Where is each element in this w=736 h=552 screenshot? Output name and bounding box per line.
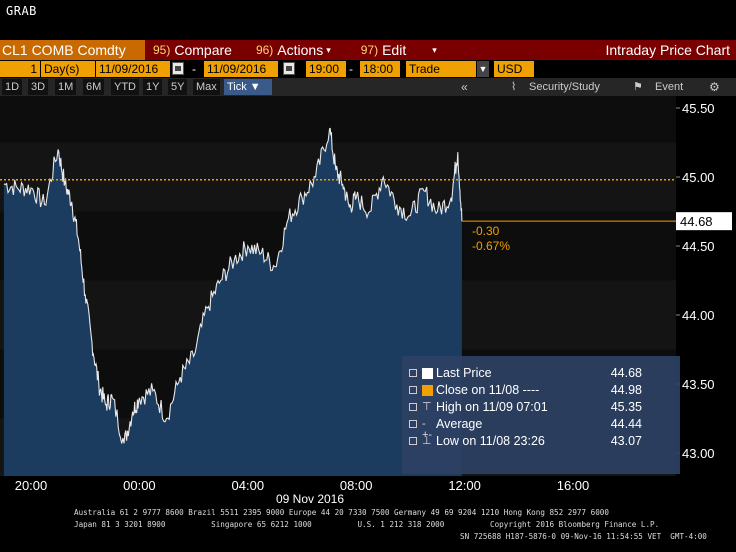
- tick-dropdown[interactable]: Tick ▼: [224, 79, 272, 95]
- actions-button[interactable]: 96) Actions ▾: [248, 40, 331, 60]
- end-time-field[interactable]: 18:00: [360, 61, 400, 77]
- range-1d[interactable]: 1D: [2, 79, 23, 95]
- start-date-field[interactable]: 11/09/2016: [96, 61, 170, 77]
- y-tick-label: 44.00: [682, 308, 715, 323]
- field-select[interactable]: Trade: [406, 61, 476, 77]
- footer-contacts: Australia 61 2 9777 8600 Brazil 5511 239…: [74, 508, 609, 517]
- legend-panel: Last Price 44.68 Close on 11/08 ---- 44.…: [402, 356, 680, 474]
- price-chart[interactable]: 45.50 45.00 44.50 44.00 43.50 43.00 44.68 -0.…: [0, 96, 736, 476]
- event-button[interactable]: Event: [655, 81, 684, 93]
- legend-value: 44.98: [610, 383, 642, 397]
- footer-contacts-2: Japan 81 3 3201 8900 Singapore 65 6212 1…: [74, 520, 660, 529]
- chart-toolbar: 1D 3D 1M 6M YTD 1Y 5Y Max Tick ▼ « ⌇ Sec…: [0, 78, 736, 96]
- range-ytd[interactable]: YTD: [111, 79, 139, 95]
- start-calendar-icon[interactable]: [172, 62, 184, 75]
- footer-serial: SN 725688 H187-5876-0 09-Nov-16 11:54:55…: [460, 532, 707, 541]
- end-date-field[interactable]: 11/09/2016: [204, 61, 278, 77]
- function-titlebar: CL1 COMB Comdty 95) Compare 96) Actions …: [0, 40, 736, 60]
- footer: Australia 61 2 9777 8600 Brazil 5511 239…: [0, 506, 736, 552]
- y-tick-label: 45.00: [682, 170, 715, 185]
- legend-label: Last Price: [436, 366, 492, 380]
- legend-row-low[interactable]: ⊥ Low on 11/08 23:26 43.07: [402, 433, 680, 450]
- legend-value: 44.68: [610, 366, 642, 380]
- range-6m[interactable]: 6M: [83, 79, 105, 95]
- y-tick-label: 43.00: [682, 446, 715, 461]
- currency-field[interactable]: USD: [494, 61, 534, 77]
- start-time-field[interactable]: 19:00: [306, 61, 346, 77]
- legend-value: 43.07: [610, 434, 642, 448]
- legend-label: Low on 11/08 23:26: [436, 434, 545, 448]
- x-tick-label: 04:00: [232, 478, 265, 493]
- actions-label: Actions: [277, 42, 324, 58]
- actions-dropdown-icon: ▾: [326, 45, 331, 55]
- collapse-left-icon[interactable]: «: [461, 80, 468, 94]
- legend-row-average[interactable]: -+- Average 44.44: [402, 416, 680, 441]
- range-1m[interactable]: 1M: [55, 79, 77, 95]
- edit-label: Edit: [382, 42, 407, 58]
- change-value: -0.30: [472, 224, 500, 238]
- price-line: [3, 127, 463, 444]
- y-tick-label: 44.50: [682, 239, 715, 254]
- compare-button[interactable]: 95) Compare: [145, 40, 232, 60]
- legend-label: High on 11/09 07:01: [436, 400, 548, 414]
- period-unit-field[interactable]: Day(s): [41, 61, 95, 77]
- legend-label: Close on 11/08 ----: [436, 383, 540, 397]
- expand-icon[interactable]: [409, 437, 417, 445]
- page-title: Intraday Price Chart: [605, 42, 731, 58]
- end-calendar-icon[interactable]: [283, 62, 295, 75]
- date-separator: -: [192, 62, 196, 76]
- flag-icon[interactable]: ⚑: [633, 81, 643, 93]
- legend-row-close[interactable]: Close on 11/08 ---- 44.98: [402, 382, 680, 399]
- high-marker-icon: ⊤: [422, 401, 432, 413]
- x-tick-label: 20:00: [15, 478, 48, 493]
- expand-icon[interactable]: [409, 369, 417, 377]
- range-5y[interactable]: 5Y: [168, 79, 188, 95]
- plot-band: [0, 96, 676, 143]
- x-axis-ticks: 20:00 00:00 04:00 08:00 12:00 16:00: [15, 478, 590, 493]
- expand-icon[interactable]: [409, 403, 417, 411]
- price-area: [3, 128, 462, 476]
- period-value-field[interactable]: 1: [0, 61, 40, 77]
- range-1y[interactable]: 1Y: [143, 79, 163, 95]
- x-axis-date-label: 09 Nov 2016: [276, 492, 344, 506]
- legend-row-high[interactable]: ⊤ High on 11/09 07:01 45.35: [402, 399, 680, 416]
- y-tick-label: 45.50: [682, 101, 715, 116]
- edit-button[interactable]: 97) Edit ▾: [353, 40, 437, 60]
- security-study-icon[interactable]: ⌇: [511, 81, 517, 93]
- change-percent: -0.67%: [472, 239, 510, 253]
- x-tick-label: 00:00: [123, 478, 156, 493]
- x-axis: 20:00 00:00 04:00 08:00 12:00 16:00 09 Nov 20…: [15, 478, 590, 506]
- security-ticker[interactable]: CL1 COMB Comdty: [0, 40, 145, 60]
- last-price-marker-label: 44.68: [680, 214, 713, 229]
- legend-value: 44.44: [610, 417, 642, 431]
- edit-number: 97): [360, 43, 379, 57]
- actions-number: 96): [255, 43, 274, 57]
- expand-icon[interactable]: [409, 420, 417, 428]
- range-max[interactable]: Max: [193, 79, 220, 95]
- compare-number: 95): [153, 43, 171, 57]
- x-tick-label: 08:00: [340, 478, 373, 493]
- low-marker-icon: ⊥: [422, 435, 432, 447]
- parameter-row: 1 Day(s) 11/09/2016 - 11/09/2016 19:00 -…: [0, 60, 736, 78]
- field-dropdown-icon[interactable]: ▼: [477, 61, 489, 77]
- x-tick-label: 16:00: [557, 478, 590, 493]
- y-tick-label: 43.50: [682, 377, 715, 392]
- close-swatch-icon: [422, 385, 433, 396]
- legend-label: Average: [436, 417, 483, 431]
- range-3d[interactable]: 3D: [28, 79, 49, 95]
- time-separator: -: [349, 62, 353, 76]
- average-marker-icon: -+-: [422, 418, 433, 441]
- legend-row-last[interactable]: Last Price 44.68: [402, 365, 680, 382]
- y-axis-ticks: 45.50 45.00 44.50 44.00 43.50 43.00: [676, 101, 715, 461]
- x-tick-label: 12:00: [448, 478, 481, 493]
- last-price-swatch-icon: [422, 368, 433, 379]
- compare-label: Compare: [174, 42, 232, 58]
- settings-gear-icon[interactable]: ⚙: [709, 80, 720, 94]
- security-study-button[interactable]: Security/Study: [529, 81, 600, 93]
- legend-value: 45.35: [610, 400, 642, 414]
- expand-icon[interactable]: [409, 386, 417, 394]
- last-price-marker: [676, 212, 732, 231]
- edit-dropdown-icon: ▾: [432, 45, 437, 55]
- grab-label: GRAB: [6, 4, 37, 18]
